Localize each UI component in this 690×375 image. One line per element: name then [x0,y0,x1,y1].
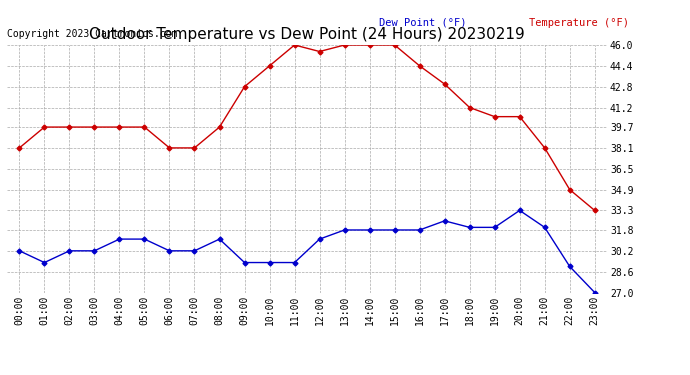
Text: Copyright 2023 Cartronics.com: Copyright 2023 Cartronics.com [7,29,177,39]
Title: Outdoor Temperature vs Dew Point (24 Hours) 20230219: Outdoor Temperature vs Dew Point (24 Hou… [89,27,525,42]
Text: Temperature (°F): Temperature (°F) [529,18,629,28]
Text: Dew Point (°F): Dew Point (°F) [379,18,466,28]
